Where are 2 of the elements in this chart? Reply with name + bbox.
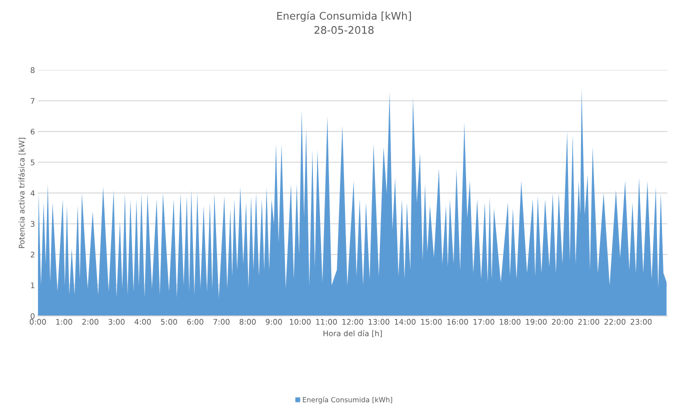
chart-subtitle: 28-05-2018 <box>314 26 374 34</box>
chart-title: Energía Consumida [kWh] <box>277 11 411 22</box>
